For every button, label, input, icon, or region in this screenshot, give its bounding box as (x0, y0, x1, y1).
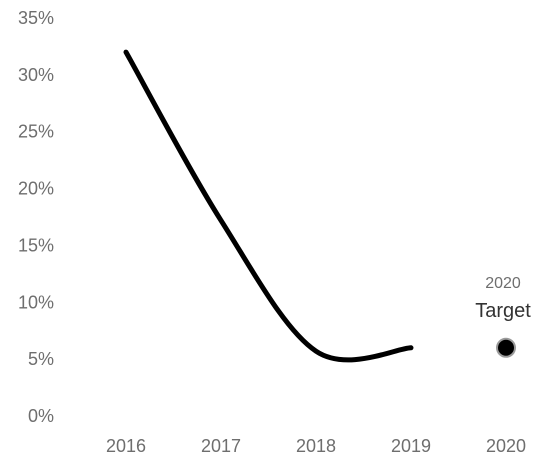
plot-area (123, 49, 516, 363)
target-marker (496, 337, 516, 358)
series-line (123, 49, 414, 363)
y-tick-label: 30% (18, 65, 54, 85)
x-axis: 2016 2017 2018 2019 2020 (106, 436, 526, 456)
target-annotation: 2020 Target (475, 275, 531, 322)
y-tick-label: 5% (28, 349, 54, 369)
y-tick-label: 35% (18, 8, 54, 28)
x-tick-label: 2018 (296, 436, 336, 456)
target-year-label: 2020 (485, 275, 521, 292)
y-tick-label: 20% (18, 179, 54, 199)
x-tick-label: 2017 (201, 436, 241, 456)
y-tick-label: 0% (28, 406, 54, 426)
x-tick-label: 2016 (106, 436, 146, 456)
x-tick-label: 2019 (391, 436, 431, 456)
y-tick-label: 25% (18, 122, 54, 142)
target-label: Target (475, 300, 531, 322)
x-tick-label: 2020 (486, 436, 526, 456)
y-tick-label: 15% (18, 235, 54, 255)
y-tick-label: 10% (18, 292, 54, 312)
y-axis: 0% 5% 10% 15% 20% 25% 30% 35% (18, 8, 54, 426)
